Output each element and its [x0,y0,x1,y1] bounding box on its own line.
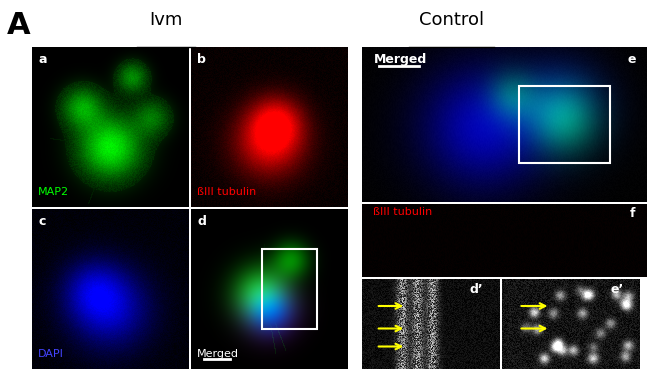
Text: ßIII tubulin: ßIII tubulin [198,187,257,197]
Text: e: e [627,53,636,66]
Text: c: c [38,215,46,229]
Text: DAPI: DAPI [38,349,64,359]
Text: ßIII tubulin: ßIII tubulin [373,207,433,217]
Text: d: d [198,215,206,229]
Text: Merged: Merged [198,349,239,359]
Text: A: A [6,11,30,40]
Text: f: f [630,207,636,220]
Text: d’: d’ [470,283,484,295]
Bar [262,249,317,329]
Text: Merged: Merged [373,53,426,66]
Text: Control: Control [419,11,484,29]
Text: a: a [38,53,47,67]
Text: e’: e’ [610,283,623,295]
Text: MAP2: MAP2 [38,187,70,197]
Bar [519,86,610,163]
Text: b: b [198,53,206,67]
Text: Ivm: Ivm [149,11,183,29]
